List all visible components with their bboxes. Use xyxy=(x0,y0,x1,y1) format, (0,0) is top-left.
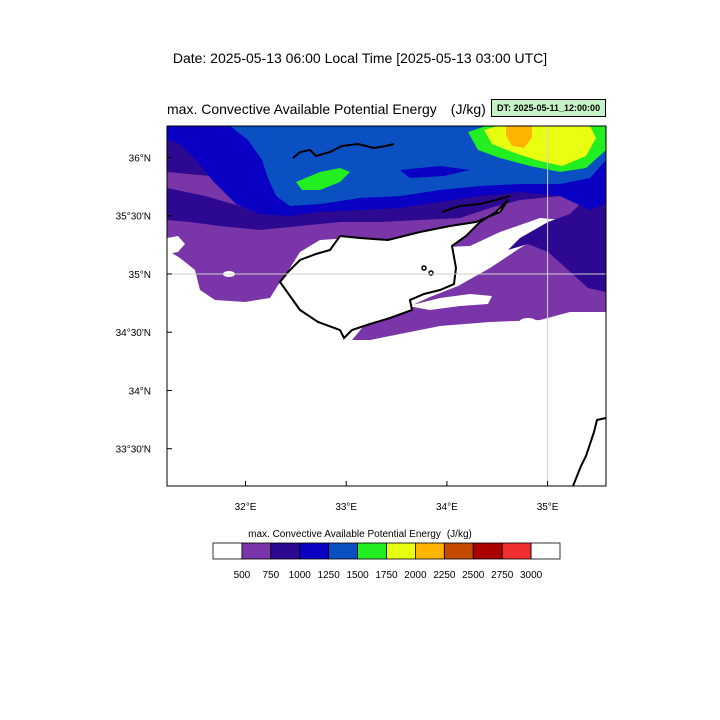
cape-inner-blue xyxy=(400,166,470,178)
legend-swatch xyxy=(530,542,561,560)
legend-swatch xyxy=(357,542,387,560)
legend-units: (J/kg) xyxy=(446,529,472,540)
legend-level-label: 500 xyxy=(233,570,251,581)
lat-tick-label: 33°30'N xyxy=(116,445,151,456)
dt-badge: DT: 2025-05-11_12:00:00 xyxy=(491,99,607,117)
lat-tick-label: 35°N xyxy=(129,270,151,281)
legend-level-label: 1500 xyxy=(346,570,369,581)
legend-level-label: 2250 xyxy=(433,570,456,581)
lon-tick-label: 34°E xyxy=(436,502,458,513)
plot-title-units: (J/kg) xyxy=(450,101,486,117)
islet-2 xyxy=(428,270,434,276)
cape-contour-2000 xyxy=(506,126,532,148)
islet xyxy=(421,265,427,271)
cape-contour-1500-west xyxy=(296,168,350,190)
legend-level-label: 750 xyxy=(262,570,280,581)
legend-level-label: 1750 xyxy=(375,570,398,581)
legend-level-label: 2000 xyxy=(404,570,427,581)
cyprus-land xyxy=(280,200,508,338)
legend-swatch xyxy=(270,542,301,560)
date-line: Date: 2025-05-13 06:00 Local Time [2025-… xyxy=(172,50,548,66)
legend-swatch xyxy=(299,542,330,560)
coastline-levant xyxy=(572,417,606,486)
legend-swatch xyxy=(212,542,243,560)
plot-title: max. Convective Available Potential Ener… xyxy=(167,101,486,117)
legend-title: max. Convective Available Potential Ener… xyxy=(0,529,720,540)
lon-tick-label: 32°E xyxy=(235,502,257,513)
legend-swatch xyxy=(241,542,272,560)
cape-hole-east xyxy=(408,294,492,310)
legend-colorbar xyxy=(212,542,561,560)
plot-title-text: max. Convective Available Potential Ener… xyxy=(167,101,437,117)
legend-level-label: 3000 xyxy=(519,570,543,581)
lon-tick-label: 35°E xyxy=(537,502,559,513)
coastline-syria xyxy=(441,195,511,213)
legend-level-label: 1250 xyxy=(317,570,340,581)
lat-tick-label: 34°30'N xyxy=(116,328,151,339)
graticule xyxy=(167,126,606,486)
lon-tick-label: 33°E xyxy=(335,502,357,513)
lat-tick-label: 36°N xyxy=(129,153,151,164)
legend-swatch xyxy=(415,542,445,560)
coastline-turkey xyxy=(292,142,395,159)
legend-swatch xyxy=(328,542,358,560)
legend-title-text: max. Convective Available Potential Ener… xyxy=(248,529,441,540)
legend-level-label: 2750 xyxy=(491,570,514,581)
axis-ticks: 32°E 33°E 34°E 35°E 36°N 35°30'N 35°N 34°30'N 34… xyxy=(116,153,559,513)
legend-swatch xyxy=(501,542,532,560)
legend-swatch xyxy=(443,542,474,560)
legend-level-label: 1000 xyxy=(288,570,311,581)
cape-hole-west xyxy=(167,236,185,254)
coastline-cyprus xyxy=(278,199,509,340)
lat-tick-label: 35°30'N xyxy=(116,212,151,223)
legend-swatch xyxy=(386,542,416,560)
cape-field xyxy=(167,126,606,486)
lat-tick-label: 34°N xyxy=(129,386,151,397)
map-frame xyxy=(166,125,607,487)
legend-swatch xyxy=(472,542,503,560)
cape-hole-east2 xyxy=(520,318,536,324)
legend-level-label: 2500 xyxy=(462,570,485,581)
